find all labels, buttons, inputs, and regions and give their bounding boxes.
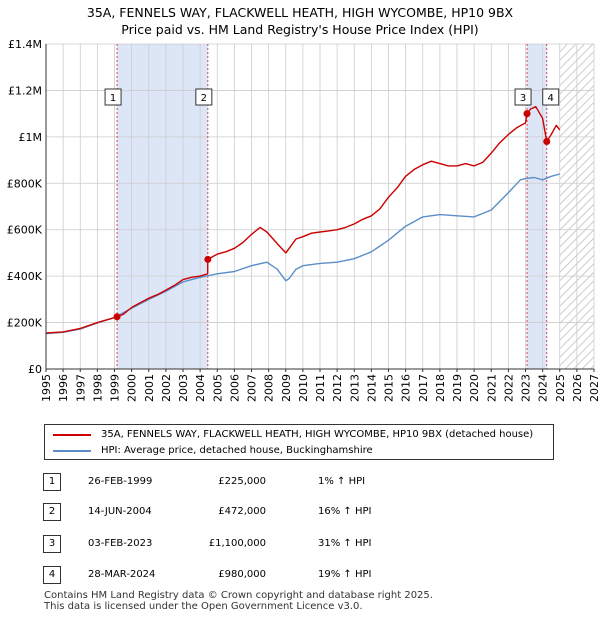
legend-swatch-hpi xyxy=(53,450,91,452)
footer: Contains HM Land Registry data © Crown c… xyxy=(44,590,433,612)
sale-hpi-change: 1% ↑ HPI xyxy=(318,476,366,487)
sale-marker-box xyxy=(104,88,122,106)
y-tick-label: £1.4M xyxy=(8,38,42,51)
sale-hpi-change: 16% ↑ HPI xyxy=(318,506,372,517)
sale-period-shade xyxy=(527,44,547,369)
sale-price: £225,000 xyxy=(218,476,266,487)
legend: 35A, FENNELS WAY, FLACKWELL HEATH, HIGH … xyxy=(44,424,554,460)
sale-price: £980,000 xyxy=(218,569,266,580)
sale-point xyxy=(113,313,121,321)
hpi-line xyxy=(45,173,560,335)
sale-point xyxy=(543,138,551,145)
x-tick-label: 2021 xyxy=(485,374,498,402)
x-tick-label: 1999 xyxy=(109,374,122,402)
sale-row: 2 14-JUN-2004 £472,000 16% ↑ HPI xyxy=(0,503,600,523)
sale-hpi-change: 19% ↑ HPI xyxy=(318,569,372,580)
x-tick-label: 2002 xyxy=(160,374,173,402)
x-tick-label: 2018 xyxy=(434,374,447,402)
x-tick-label: 2008 xyxy=(263,374,276,402)
x-tick-label: 2023 xyxy=(520,374,533,402)
sale-marker-label: 1 xyxy=(110,93,116,104)
x-tick-label: 2004 xyxy=(194,374,207,402)
footer-licence: This data is licensed under the Open Gov… xyxy=(44,601,363,612)
x-tick-label: 2014 xyxy=(365,374,378,402)
y-tick-label: £200K xyxy=(7,317,43,330)
x-tick-label: 2012 xyxy=(331,374,344,402)
sale-marker-label: 2 xyxy=(201,93,207,104)
y-tick-label: £1.2M xyxy=(8,84,42,97)
y-tick-label: £800K xyxy=(7,177,43,190)
sale-date: 28-MAR-2024 xyxy=(88,569,156,580)
x-tick-label: 2020 xyxy=(468,374,481,402)
x-tick-label: 2017 xyxy=(417,374,430,402)
sale-marker-box xyxy=(542,88,560,106)
x-tick-label: 2009 xyxy=(280,374,293,402)
sale-row: 4 28-MAR-2024 £980,000 19% ↑ HPI xyxy=(0,566,600,586)
sale-date: 14-JUN-2004 xyxy=(88,506,152,517)
x-tick-label: 2015 xyxy=(383,374,396,402)
x-tick-label: 2027 xyxy=(588,374,600,402)
x-tick-label: 2000 xyxy=(126,374,139,402)
y-tick-label: £600K xyxy=(7,224,43,237)
footer-copyright: Contains HM Land Registry data © Crown c… xyxy=(44,590,433,601)
x-tick-label: 2016 xyxy=(400,374,413,402)
y-tick-label: £400K xyxy=(7,270,43,283)
x-tick-label: 2010 xyxy=(297,374,310,402)
x-tick-label: 1998 xyxy=(91,374,104,402)
sale-point xyxy=(523,110,531,118)
sale-date: 26-FEB-1999 xyxy=(88,476,153,487)
sale-hpi-change: 31% ↑ HPI xyxy=(318,538,372,549)
sale-number-box: 3 xyxy=(43,535,61,553)
x-tick-label: 2011 xyxy=(314,374,327,402)
sale-price: £472,000 xyxy=(218,506,266,517)
y-tick-label: £0 xyxy=(28,363,42,376)
x-tick-label: 2007 xyxy=(246,374,259,402)
price-chart: 1 2 3 4 £0 £200K £400K £600K £800K £1M £1.2M £1.4M 1… xyxy=(7,38,600,402)
sale-date: 03-FEB-2023 xyxy=(88,538,153,549)
legend-label-hpi: HPI: Average price, detached house, Buck… xyxy=(101,445,373,456)
x-tick-label: 2001 xyxy=(143,374,156,402)
x-tick-label: 2013 xyxy=(348,374,361,402)
chart-title: 35A, FENNELS WAY, FLACKWELL HEATH, HIGH … xyxy=(0,4,600,38)
x-tick-label: 2006 xyxy=(228,374,241,402)
sale-number-box: 1 xyxy=(43,473,61,491)
x-tick-label: 2003 xyxy=(177,374,190,402)
price-paid-line xyxy=(45,105,561,334)
x-tick-label: 2022 xyxy=(502,374,515,402)
sale-marker-box xyxy=(195,88,213,106)
sale-marker-box xyxy=(514,88,532,106)
sale-point xyxy=(204,255,212,263)
sale-marker-label: 3 xyxy=(520,93,526,104)
sale-period-shade xyxy=(117,44,208,369)
x-tick-label: 1996 xyxy=(57,374,70,402)
x-tick-label: 2005 xyxy=(211,374,224,402)
x-tick-label: 2019 xyxy=(451,374,464,402)
x-tick-label: 2026 xyxy=(571,374,584,402)
x-tick-label: 2024 xyxy=(537,374,550,402)
x-tick-label: 1995 xyxy=(40,374,53,402)
y-tick-label: £1M xyxy=(19,131,43,144)
legend-swatch-price xyxy=(53,434,91,436)
sale-number-box: 2 xyxy=(43,503,61,521)
x-tick-label: 2025 xyxy=(554,374,567,402)
sale-price: £1,100,000 xyxy=(208,538,266,549)
sale-number-box: 4 xyxy=(43,566,61,584)
title-line-1: 35A, FENNELS WAY, FLACKWELL HEATH, HIGH … xyxy=(86,5,514,20)
sale-marker-label: 4 xyxy=(548,93,554,104)
x-tick-label: 1997 xyxy=(74,374,87,402)
legend-label-price: 35A, FENNELS WAY, FLACKWELL HEATH, HIGH … xyxy=(101,429,534,440)
sale-row: 1 26-FEB-1999 £225,000 1% ↑ HPI xyxy=(0,473,600,493)
sale-row: 3 03-FEB-2023 £1,100,000 31% ↑ HPI xyxy=(0,535,600,555)
title-line-2: Price paid vs. HM Land Registry's House … xyxy=(121,22,479,37)
